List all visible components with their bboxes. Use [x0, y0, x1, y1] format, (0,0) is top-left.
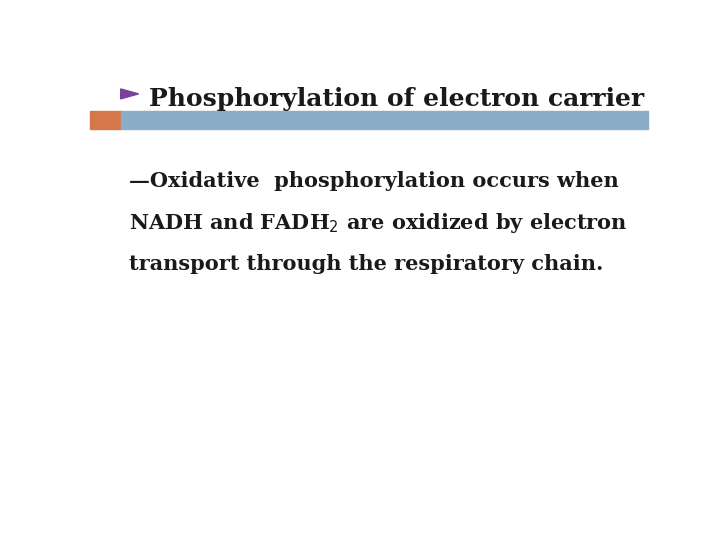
Text: transport through the respiratory chain.: transport through the respiratory chain.	[129, 254, 603, 274]
Bar	[121, 111, 648, 129]
Text: Phosphorylation of electron carrier: Phosphorylation of electron carrier	[148, 87, 644, 111]
Bar	[90, 111, 121, 129]
Text: —Oxidative  phosphorylation occurs when: —Oxidative phosphorylation occurs when	[129, 171, 618, 191]
Polygon shape	[121, 89, 138, 99]
Text: NADH and FADH$_2$ are oxidized by electron: NADH and FADH$_2$ are oxidized by electr…	[129, 211, 628, 235]
